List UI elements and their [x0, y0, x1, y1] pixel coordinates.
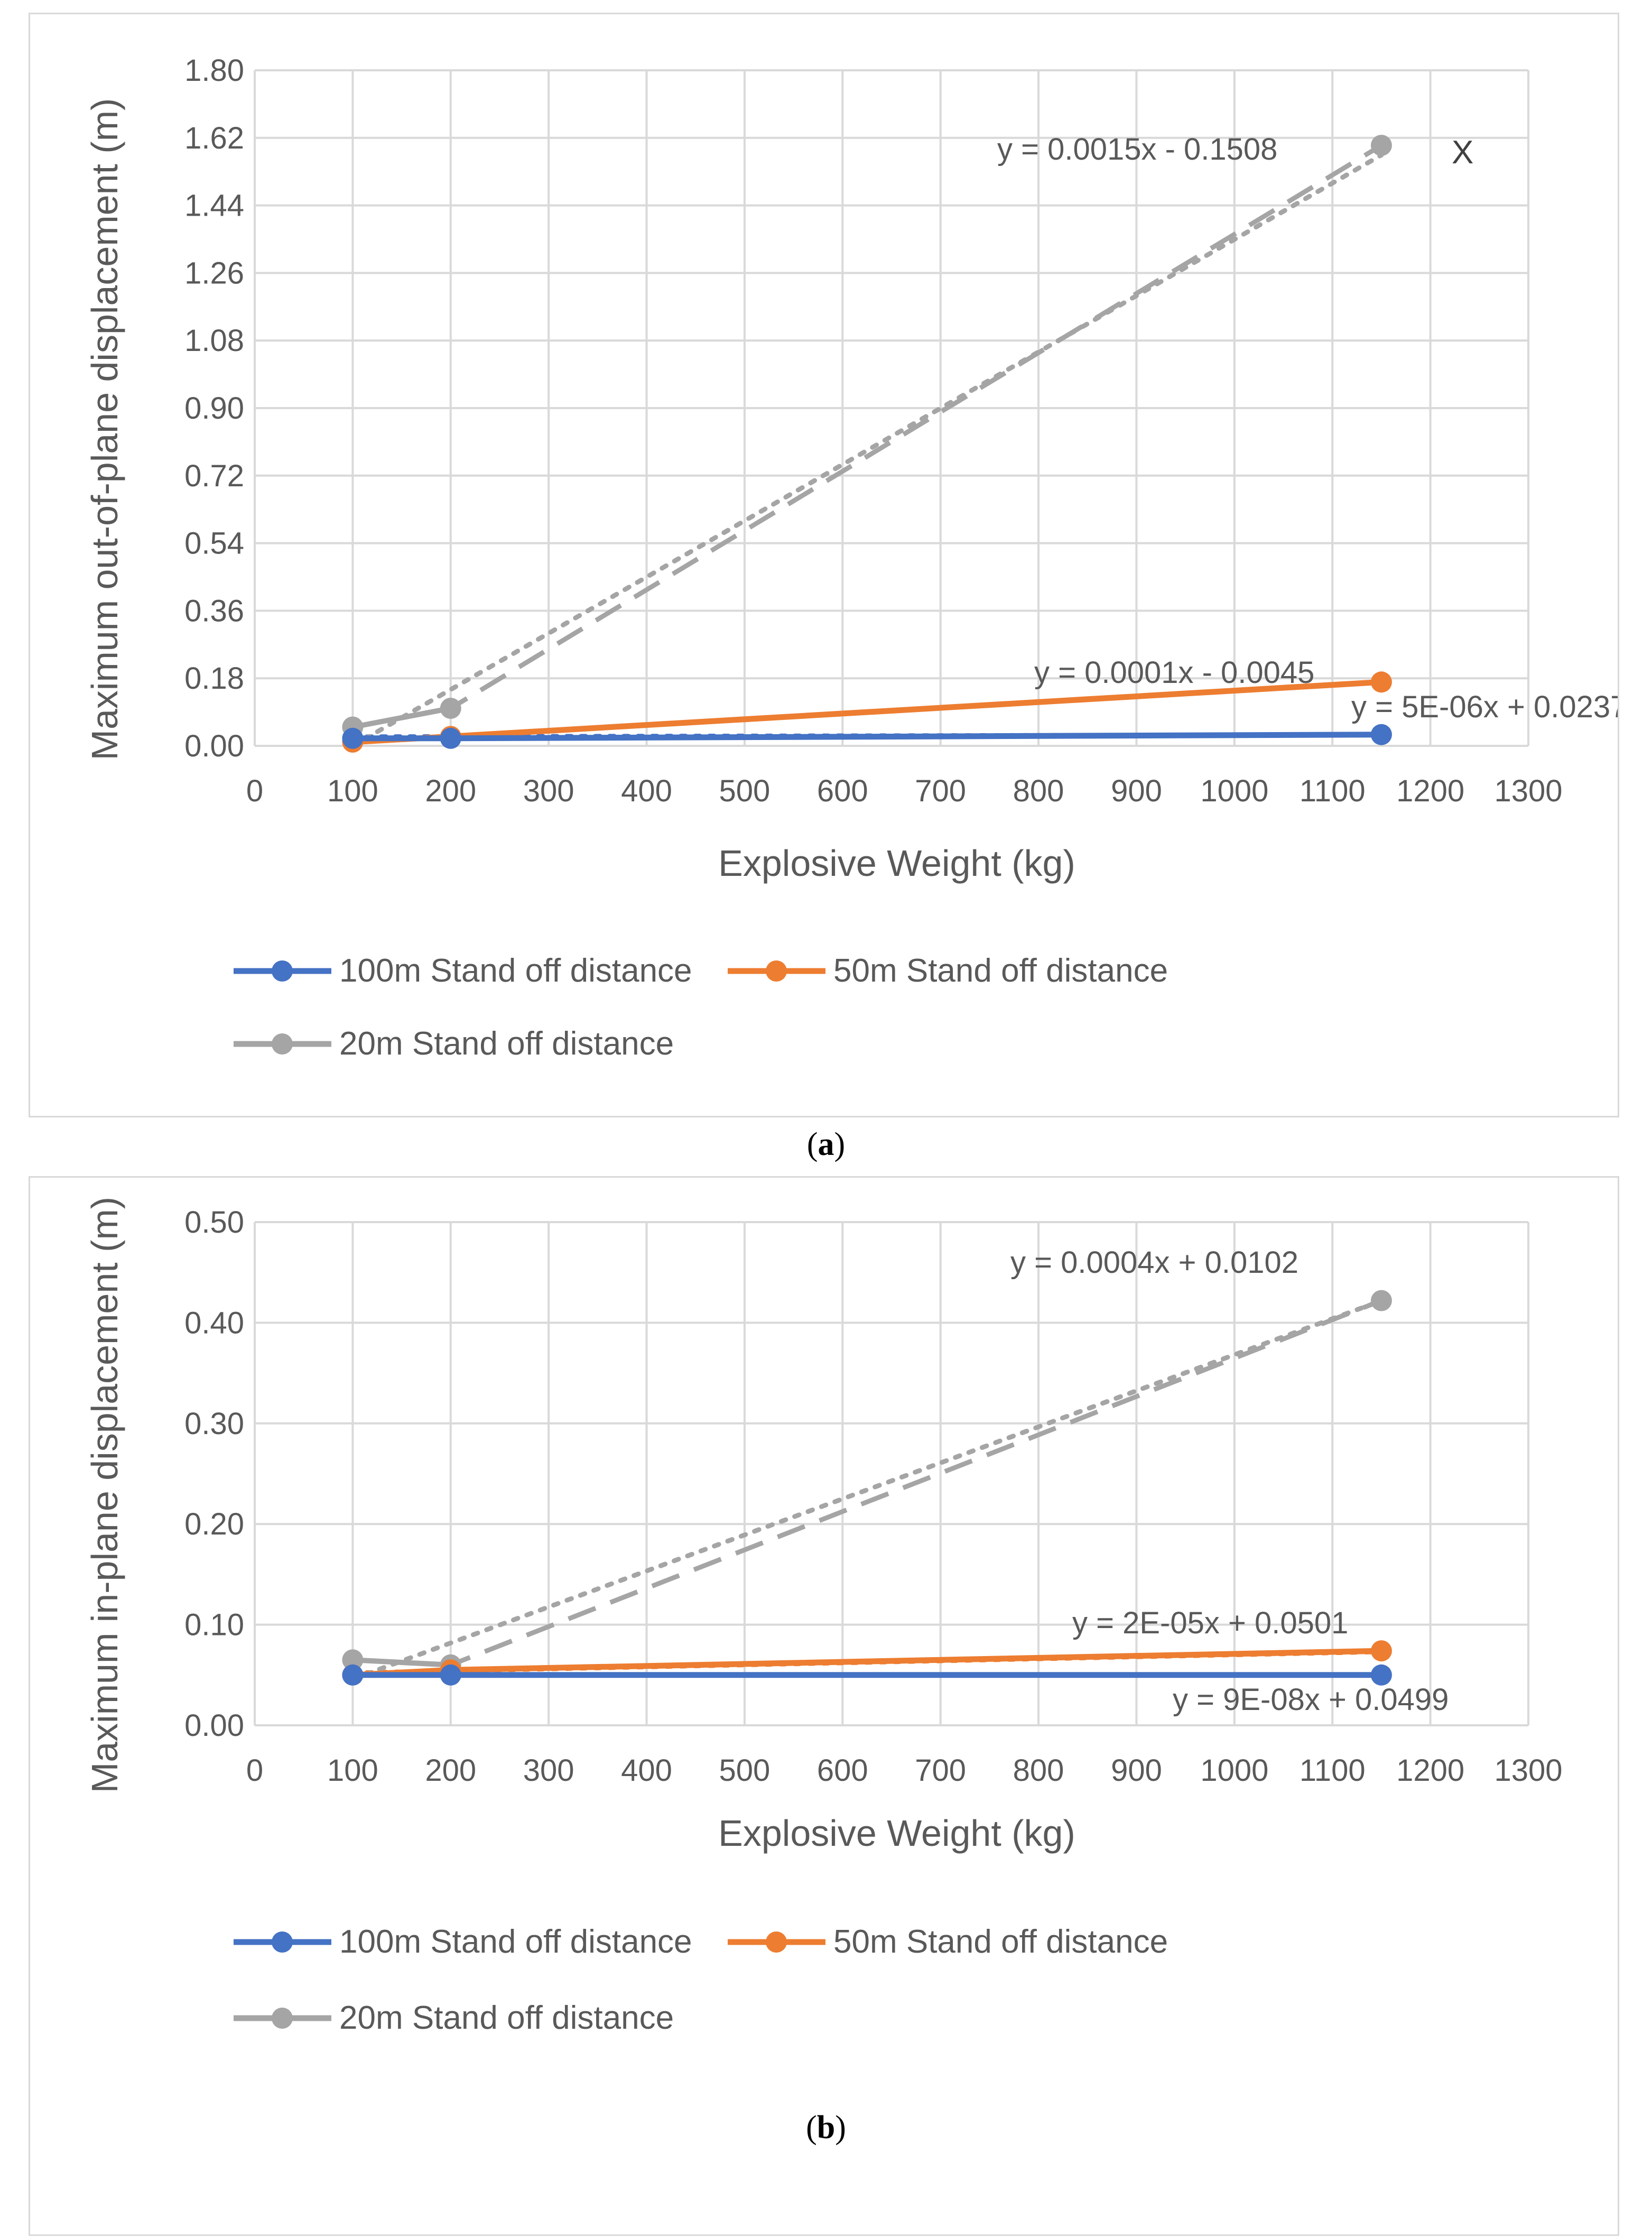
x-tick-label: 800 [1013, 1753, 1064, 1788]
series-line-3 [352, 1660, 450, 1665]
x-tick-label: 1100 [1300, 1753, 1366, 1788]
y-tick-label: 1.08 [184, 323, 244, 358]
x-axis-title: Explosive Weight (kg) [718, 843, 1075, 884]
y-tick-label: 0.00 [184, 1708, 244, 1743]
x-tick-label: 600 [817, 1753, 868, 1788]
y-tick-label: 0.10 [184, 1608, 244, 1642]
legend-marker [272, 1033, 293, 1055]
data-point [440, 1665, 461, 1686]
data-point [1371, 1640, 1392, 1661]
y-tick-label: 1.26 [184, 256, 244, 290]
x-tick-label: 900 [1111, 774, 1162, 808]
x-tick-label: 1000 [1200, 1753, 1268, 1788]
x-tick-label: 1200 [1396, 1753, 1464, 1788]
data-point [342, 728, 363, 749]
y-tick-label: 1.44 [184, 189, 244, 223]
x-tick-label: 0 [246, 1753, 263, 1788]
y-tick-label: 0.36 [184, 594, 244, 628]
chart-panel-a: 0 100 200 300 400 500 600 700 800 900 1000 1100 1200… [29, 13, 1619, 1117]
x-tick-label: 500 [719, 774, 771, 808]
x-tick-label: 100 [327, 1753, 378, 1788]
y-tick-label: 0.90 [184, 391, 244, 426]
legend-marker [766, 960, 787, 982]
y-tick-label: 0.18 [184, 661, 244, 696]
series-line-3 [352, 708, 450, 727]
y-axis-title: Maximum out-of-plane displacement (m) [84, 98, 125, 761]
x-tick-label: 300 [523, 774, 574, 808]
legend-marker [272, 960, 293, 982]
data-point [1371, 135, 1392, 156]
figure-caption-a: (a) [0, 1126, 1652, 1163]
series-line-2 [352, 1651, 1381, 1675]
data-point [440, 698, 461, 719]
trendline-equation-2: y = 2E-05x + 0.0501 [1072, 1606, 1348, 1640]
x-tick-label: 1300 [1494, 1753, 1562, 1788]
x-tick-label: 200 [425, 774, 476, 808]
data-point [1371, 724, 1392, 745]
legend-label: 20m Stand off distance [339, 1025, 674, 1062]
x-tick-label: 400 [621, 1753, 672, 1788]
x-tick-label: 800 [1013, 774, 1064, 808]
trendline-equation-3: y = 0.0015x - 0.1508 [997, 132, 1277, 167]
y-tick-label: 1.62 [184, 121, 244, 155]
x-tick-label: 700 [915, 1753, 966, 1788]
x-tick-label: 300 [523, 1753, 574, 1788]
trendline-equation-3: y = 0.0004x + 0.0102 [1010, 1245, 1298, 1280]
data-point [440, 728, 461, 749]
figure-caption-b: (b) [0, 2109, 1652, 2147]
x-tick-label: 900 [1111, 1753, 1162, 1788]
y-tick-label: 1.80 [184, 53, 244, 88]
legend-label: 50m Stand off distance [833, 1924, 1168, 1960]
trendline-equation-1: y = 9E-08x + 0.0499 [1173, 1683, 1449, 1717]
x-tick-label: 1200 [1396, 774, 1464, 808]
chart-b: 0 100 200 300 400 500 600 700 800 900 1000 1100 1200… [30, 1178, 1618, 2234]
y-tick-label: 0.50 [184, 1205, 244, 1240]
annotation-x: X [1452, 134, 1473, 171]
chart-a: 0 100 200 300 400 500 600 700 800 900 1000 1100 1200… [30, 14, 1618, 1116]
y-tick-label: 0.72 [184, 459, 244, 493]
x-tick-label: 700 [915, 774, 966, 808]
x-tick-label: 0 [246, 774, 263, 808]
y-tick-label: 0.20 [184, 1507, 244, 1541]
data-point [1371, 1290, 1392, 1311]
x-tick-label: 1300 [1494, 774, 1562, 808]
x-tick-label: 400 [621, 774, 672, 808]
legend-label: 100m Stand off distance [339, 1924, 692, 1960]
x-tick-label: 500 [719, 1753, 771, 1788]
x-tick-label: 200 [425, 1753, 476, 1788]
x-tick-label: 600 [817, 774, 868, 808]
dashed-line-20m [352, 145, 1381, 727]
trendline-equation-1: y = 5E-06x + 0.0237 [1351, 690, 1618, 724]
legend-marker [272, 1931, 293, 1953]
data-point [342, 1665, 363, 1686]
y-tick-label: 0.00 [184, 729, 244, 763]
y-tick-label: 0.30 [184, 1407, 244, 1441]
legend-label: 50m Stand off distance [833, 953, 1168, 989]
y-tick-label: 0.54 [184, 526, 244, 561]
legend-label: 100m Stand off distance [339, 953, 692, 989]
chart-panel-b: 0 100 200 300 400 500 600 700 800 900 1000 1100 1200… [29, 1176, 1619, 2236]
x-tick-label: 1100 [1300, 774, 1366, 808]
x-tick-label: 1000 [1200, 774, 1268, 808]
trendline-equation-2: y = 0.0001x - 0.0045 [1034, 655, 1314, 690]
legend-marker [272, 2008, 293, 2029]
y-tick-label: 0.40 [184, 1306, 244, 1340]
y-axis-title: Maximum in-plane displacement (m) [84, 1197, 125, 1793]
x-axis-title: Explosive Weight (kg) [718, 1813, 1075, 1854]
x-tick-label: 100 [327, 774, 378, 808]
legend-label: 20m Stand off distance [339, 2000, 674, 2036]
legend-marker [766, 1931, 787, 1953]
